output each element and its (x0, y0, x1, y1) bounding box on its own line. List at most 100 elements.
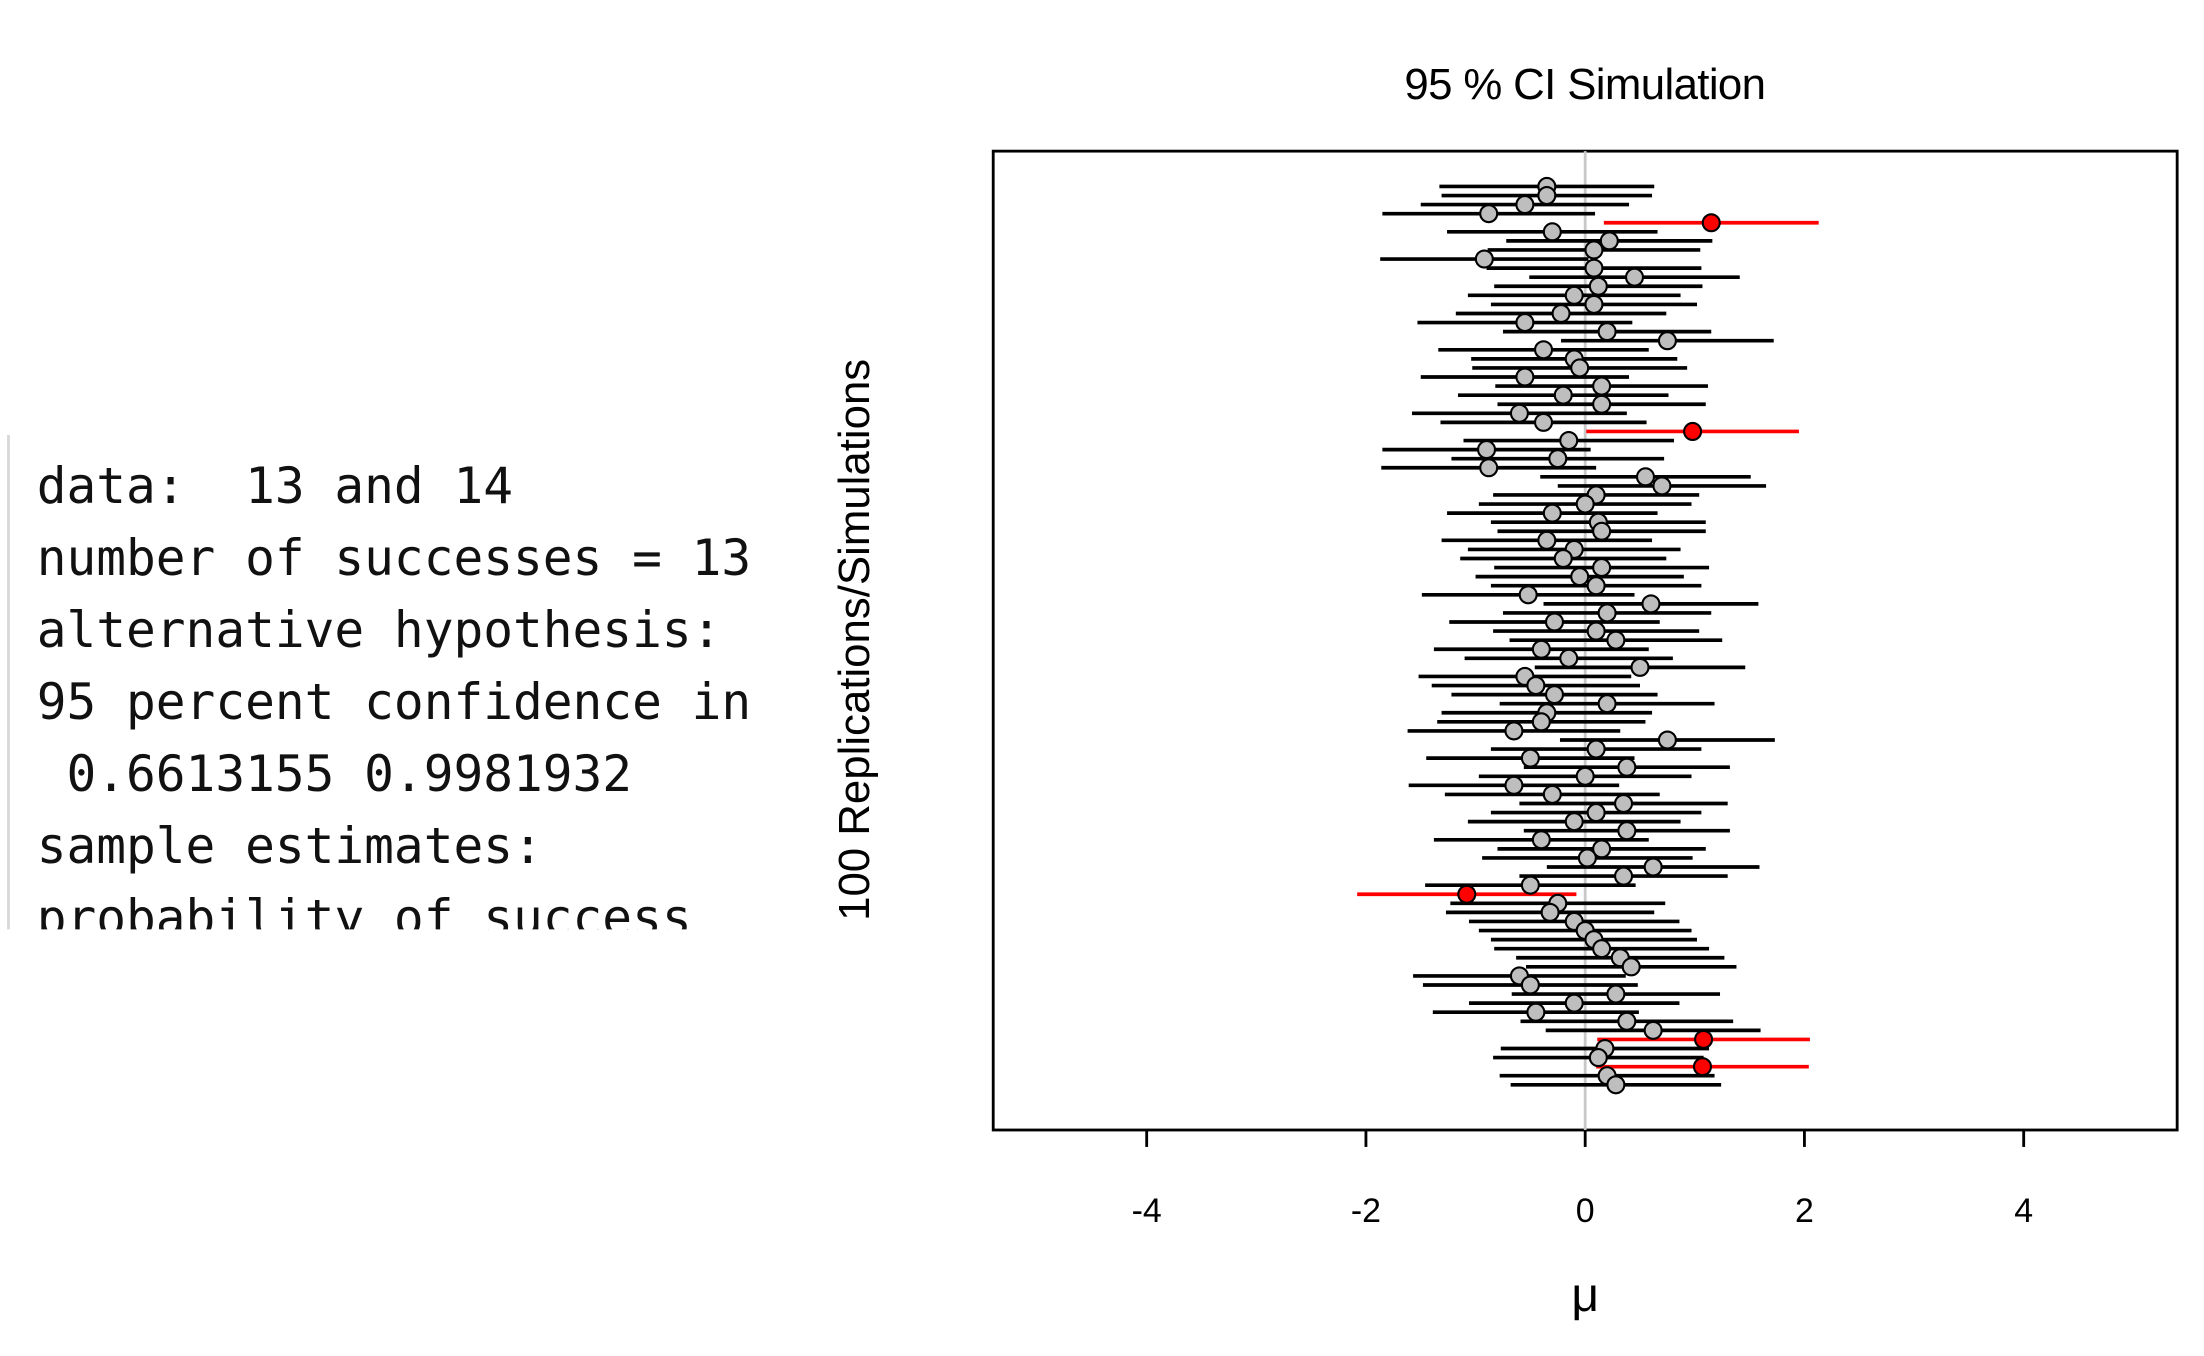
sample-mean (1515, 313, 1535, 333)
sample-mean (1553, 385, 1573, 405)
sample-mean (1564, 993, 1584, 1013)
sample-mean (1553, 548, 1573, 569)
sample-mean (1476, 440, 1497, 460)
sample-mean (1635, 467, 1656, 487)
sample-mean (1584, 294, 1604, 314)
x-tick-label: 4 (2014, 1192, 2033, 1230)
sample-mean (1652, 476, 1672, 496)
sample-mean (1586, 576, 1606, 596)
sample-mean (1621, 957, 1641, 977)
sample-mean (1540, 902, 1560, 922)
sample-mean (1531, 712, 1551, 732)
sample-mean (1641, 594, 1661, 614)
sample-mean (1606, 984, 1626, 1004)
sample-mean (1542, 784, 1562, 804)
sample-mean (1586, 621, 1606, 641)
sample-mean (1592, 521, 1612, 541)
x-tick-label: 0 (1576, 1192, 1595, 1230)
plot-area: -4 -2 0 2 4 (1132, 151, 2033, 1230)
sample-mean (1614, 793, 1634, 814)
console-line: 95 percent confidence in (37, 673, 751, 731)
sample-mean (1597, 322, 1617, 342)
x-tick-label: -4 (1132, 1192, 1162, 1230)
sample-mean (1537, 530, 1557, 550)
sample-mean (1683, 421, 1703, 441)
sample-mean (1617, 821, 1637, 841)
console-output: data: 13 and 14 number of successes = 13 a… (37, 457, 751, 947)
chart-title: 95 % CI Simulation (1404, 60, 1766, 109)
sample-mean (1544, 685, 1565, 705)
sample-mean (1692, 1057, 1713, 1077)
sample-mean (1479, 204, 1499, 224)
console-line: 0.6613155 0.9981932 (37, 745, 632, 803)
sample-mean (1575, 494, 1595, 514)
sample-mean (1599, 231, 1619, 251)
sample-mean (1584, 240, 1604, 260)
sample-mean (1630, 657, 1650, 677)
y-axis-label: 100 Replications/Simulations (830, 359, 879, 921)
sample-mean (1504, 721, 1524, 741)
sample-mean (1643, 857, 1663, 877)
sample-mean (1544, 612, 1565, 632)
sample-mean (1606, 630, 1626, 650)
sample-mean (1592, 376, 1612, 396)
sample-mean (1526, 1002, 1546, 1022)
console-line: number of successes = 13 (37, 529, 751, 587)
sample-mean (1509, 403, 1529, 423)
sample-mean (1606, 1075, 1626, 1095)
sample-mean (1575, 766, 1595, 786)
sample-mean (1694, 1029, 1714, 1049)
console-line: probability of success (37, 889, 692, 947)
sample-mean (1597, 603, 1617, 623)
sample-mean (1592, 394, 1612, 414)
sample-mean (1537, 185, 1557, 206)
sample-mean (1657, 331, 1677, 351)
sample-mean (1588, 1048, 1608, 1068)
sample-mean (1457, 884, 1477, 904)
sample-mean (1559, 430, 1579, 451)
sample-mean (1531, 639, 1551, 659)
sample-mean (1520, 975, 1540, 995)
sample-mean (1570, 567, 1590, 587)
sample-mean (1586, 739, 1606, 759)
sample-mean (1531, 830, 1551, 850)
sample-mean (1592, 939, 1612, 959)
sample-mean (1570, 358, 1590, 378)
sample-mean (1614, 866, 1634, 886)
sample-mean (1584, 258, 1604, 278)
sample-mean (1617, 757, 1637, 777)
sample-mean (1542, 503, 1562, 523)
sample-mean (1533, 340, 1554, 360)
sample-mean (1564, 812, 1584, 832)
sample-mean (1564, 285, 1584, 305)
sample-mean (1504, 775, 1524, 795)
sample-mean (1617, 1011, 1637, 1031)
sample-mean (1577, 848, 1597, 868)
sample-mean (1592, 839, 1612, 859)
sample-mean (1551, 303, 1571, 324)
sample-mean (1526, 675, 1546, 696)
sample-mean (1533, 412, 1554, 432)
sample-mean (1586, 803, 1606, 823)
console-line: sample estimates: (37, 817, 543, 875)
sample-mean (1518, 585, 1538, 605)
sample-mean (1515, 195, 1535, 215)
sample-mean (1479, 458, 1499, 478)
x-axis-label: μ (1571, 1269, 1599, 1322)
sample-mean (1548, 449, 1568, 469)
sample-mean (1592, 558, 1612, 578)
sample-mean (1657, 730, 1677, 750)
sample-mean (1520, 875, 1540, 895)
sample-mean (1515, 367, 1535, 387)
sample-mean (1624, 267, 1645, 287)
sample-mean (1559, 648, 1579, 668)
sample-mean (1520, 748, 1540, 768)
sample-mean (1542, 222, 1562, 242)
sample-mean (1597, 694, 1617, 714)
sample-mean (1474, 249, 1494, 269)
sample-mean (1643, 1020, 1663, 1040)
x-tick-label: 2 (1795, 1192, 1814, 1230)
console-line: data: 13 and 14 (37, 457, 513, 515)
console-line: alternative hypothesis: (37, 601, 751, 659)
